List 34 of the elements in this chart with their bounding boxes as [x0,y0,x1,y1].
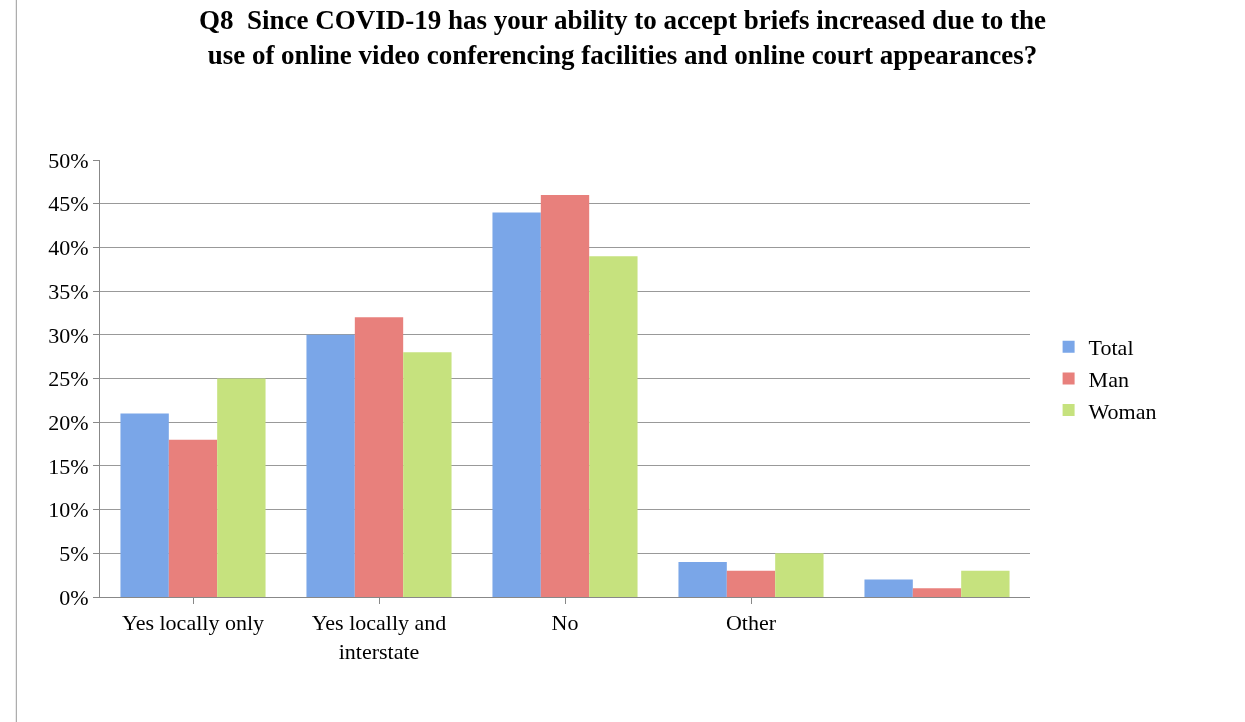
x-tick-label: No [551,610,579,636]
bar [912,588,962,597]
y-tick-label: 25% [48,366,89,392]
y-tick-label: 45% [48,191,89,217]
legend-label: Man [1088,366,1129,392]
bar [678,562,727,597]
legend-label: Woman [1088,398,1157,424]
y-tick-label: 50% [48,147,89,173]
x-tick-label: Yes locally only [122,610,264,636]
chart-title: Q8 Since COVID-19 has your ability to accept briefs increased due to the use of online video conferencing facilities and online court appearances? [198,4,1047,70]
bar [961,570,1010,597]
x-tick-label: Other [725,610,777,636]
bar [864,579,913,597]
bar [589,256,638,597]
x-tick-label: Yes locally and interstate [311,610,447,664]
y-tick-label: 0% [59,584,89,610]
bar [217,378,266,597]
bar [775,553,824,597]
bar [120,413,169,597]
y-tick-label: 5% [59,541,89,566]
bar [403,352,452,597]
bar [354,317,404,597]
y-tick-label: 10% [48,497,89,523]
y-tick-label: 20% [48,409,89,435]
bar [726,570,776,597]
y-tick-label: 30% [48,322,89,348]
bar [306,334,355,597]
bar [540,194,590,597]
bar [492,212,541,597]
legend-label: Total [1088,335,1134,361]
y-tick-label: 15% [48,453,89,479]
bar [168,439,218,597]
y-tick-label: 35% [48,278,89,304]
y-tick-label: 40% [48,235,89,261]
